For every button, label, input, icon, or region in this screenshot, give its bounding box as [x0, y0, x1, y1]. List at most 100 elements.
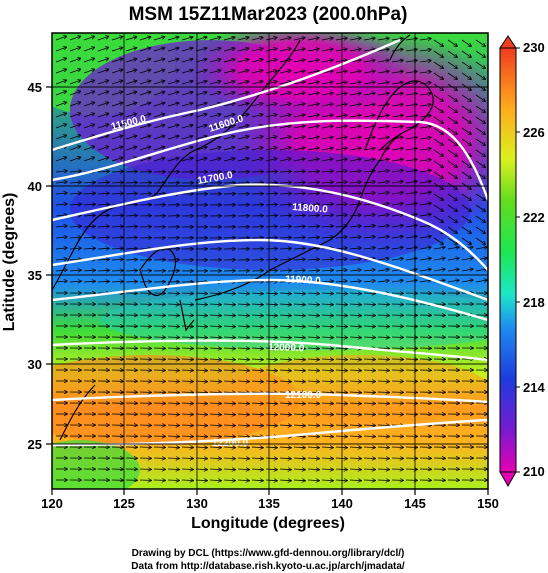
wind-vector-arrow [83, 36, 94, 41]
wind-vector-arrow [293, 447, 305, 448]
wind-vector-arrow [265, 458, 277, 459]
wind-vector-arrow [475, 149, 485, 156]
wind-vector-arrow [377, 337, 389, 338]
wind-vector-arrow [419, 247, 431, 249]
wind-vector-arrow [335, 148, 347, 150]
wind-vector-arrow [237, 480, 249, 481]
wind-vector-arrow [209, 403, 221, 404]
wind-vector-arrow [167, 81, 179, 85]
wind-vector-arrow [335, 326, 347, 327]
wind-vector-arrow [265, 337, 277, 338]
wind-vector-arrow [209, 436, 221, 437]
wind-vector-arrow [265, 227, 277, 228]
wind-vector-arrow [209, 392, 221, 393]
wind-vector-arrow [97, 103, 108, 107]
wind-vector-arrow [307, 480, 319, 481]
wind-vector-arrow [363, 38, 375, 40]
y-axis: 45 40 35 30 25 Latitude (degrees) [1, 80, 52, 452]
wind-vector-arrow [391, 82, 403, 84]
wind-vector-arrow [349, 126, 361, 128]
wind-vector-arrow [195, 469, 207, 470]
wind-vector-arrow [307, 326, 319, 327]
wind-vector-arrow [349, 414, 361, 415]
wind-vector-arrow [293, 270, 305, 271]
wind-vector-arrow [279, 348, 291, 349]
wind-vector-arrow [97, 171, 109, 172]
wind-vector-arrow [279, 326, 291, 327]
wind-vector-arrow [391, 181, 403, 183]
wind-vector-arrow [461, 105, 471, 112]
wind-vector-arrow [419, 94, 431, 96]
wind-vector-arrow [153, 59, 165, 63]
wind-vector-arrow [307, 458, 319, 459]
wind-vector-arrow [433, 171, 443, 178]
colorbar-tick-222: 222 [523, 210, 545, 225]
wind-vector-arrow [461, 258, 473, 260]
wind-vector-arrow [447, 105, 457, 112]
wind-vector-arrow [237, 48, 249, 52]
wind-vector-arrow [321, 148, 333, 150]
wind-vector-arrow [167, 103, 179, 107]
wind-vector-arrow [251, 114, 263, 118]
wind-vector-arrow [251, 436, 263, 437]
wind-vector-arrow [321, 215, 333, 216]
wind-vector-arrow [209, 337, 221, 338]
wind-vector-arrow [377, 326, 389, 327]
wind-vector-arrow [335, 38, 347, 40]
wind-vector-arrow [377, 414, 389, 415]
wind-vector-arrow [321, 315, 333, 316]
colorbar: 230 226 222 218 214 210 [499, 35, 545, 488]
wind-vector-arrow [111, 158, 123, 162]
wind-vector-arrow [363, 49, 375, 51]
wind-vector-arrow [321, 49, 333, 51]
wind-vector-arrow [307, 403, 319, 404]
wind-vector-arrow [69, 226, 81, 227]
wind-vector-arrow [195, 326, 207, 327]
wind-vector-arrow [55, 226, 67, 227]
wind-vector-arrow [223, 392, 235, 393]
wind-vector-arrow [293, 115, 305, 118]
wind-vector-arrow [153, 70, 165, 74]
wind-vector-arrow [237, 37, 249, 41]
y-axis-label: Latitude (degrees) [1, 193, 18, 332]
wind-vector-arrow [251, 59, 263, 63]
wind-vector-arrow [125, 92, 137, 96]
wind-vector-arrow [237, 304, 249, 305]
wind-vector-arrow [349, 293, 361, 294]
wind-vector-arrow [55, 102, 66, 107]
wind-vector-arrow [377, 259, 389, 261]
wind-vector-arrow [265, 348, 277, 349]
wind-vector-arrow [55, 193, 67, 194]
wind-vector-arrow [447, 61, 457, 68]
wind-vector-arrow [391, 236, 403, 238]
wind-vector-arrow [293, 104, 305, 107]
wind-vector-arrow [419, 192, 431, 194]
x-tick-125: 125 [113, 496, 135, 511]
wind-vector-arrow [279, 259, 291, 260]
wind-vector-arrow [251, 293, 263, 294]
wind-vector-arrow [279, 115, 291, 118]
wind-vector-arrow [377, 248, 389, 250]
wind-vector-arrow [335, 370, 347, 371]
wind-vector-arrow [307, 60, 319, 62]
wind-vector-arrow [307, 104, 319, 106]
wind-vector-arrow [349, 82, 361, 84]
wind-vector-arrow [209, 158, 221, 162]
wind-vector-arrow [433, 138, 443, 145]
wind-vector-arrow [293, 171, 305, 172]
wind-vector-arrow [223, 293, 235, 294]
wind-vector-arrow [83, 215, 95, 216]
wind-vector-arrow [335, 226, 347, 227]
wind-vector-arrow [335, 49, 347, 51]
wind-vector-arrow [363, 436, 375, 437]
wind-vector-arrow [55, 91, 66, 96]
wind-vector-arrow [321, 469, 333, 470]
wind-vector-arrow [69, 47, 80, 52]
wind-vector-arrow [97, 215, 109, 216]
wind-vector-arrow [69, 113, 80, 118]
wind-vector-arrow [195, 125, 207, 129]
wind-vector-arrow [195, 370, 207, 371]
wind-vector-arrow [447, 226, 457, 233]
wind-vector-arrow [237, 370, 249, 371]
wind-vector-arrow [209, 92, 221, 96]
